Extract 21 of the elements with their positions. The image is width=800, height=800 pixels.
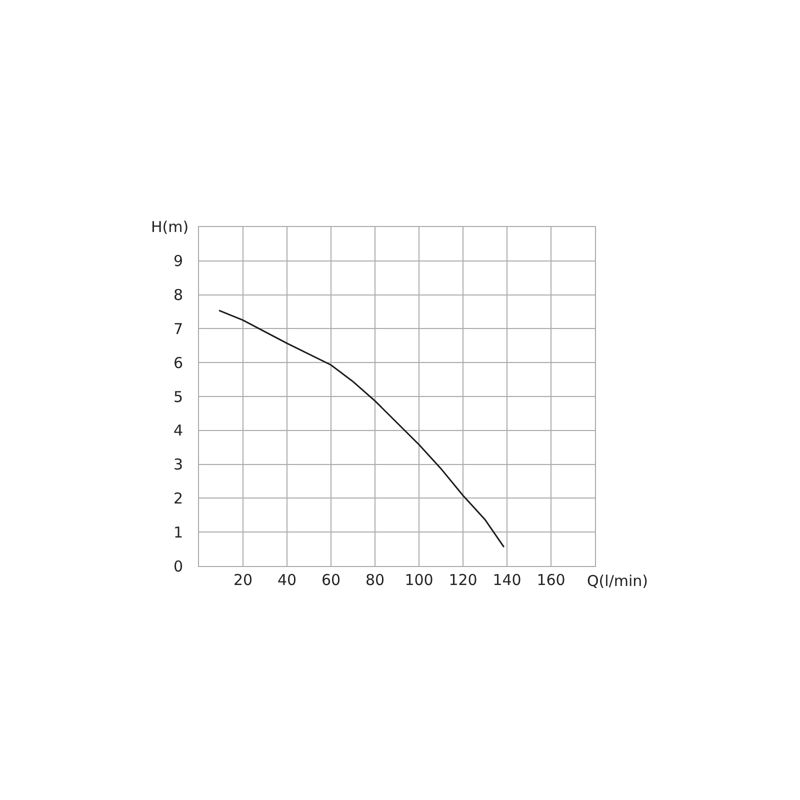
y-tick-label: 3 xyxy=(173,456,183,474)
x-tick-label: 160 xyxy=(536,571,566,589)
x-axis-title: Q(l/min) xyxy=(587,572,648,590)
y-tick-label: 9 xyxy=(173,252,183,270)
x-tick-label: 40 xyxy=(277,571,297,589)
y-tick-label: 4 xyxy=(173,422,183,440)
line-series xyxy=(218,310,505,548)
y-axis-title: H(m) xyxy=(151,218,189,236)
x-tick-label: 100 xyxy=(404,571,434,589)
x-tick-label: 120 xyxy=(448,571,478,589)
y-tick-label: 7 xyxy=(173,320,183,338)
y-tick-label: 0 xyxy=(173,557,183,576)
x-tick-label: 20 xyxy=(233,571,253,589)
y-tick-label: 8 xyxy=(173,286,183,304)
y-tick-label: 5 xyxy=(173,388,183,406)
x-tick-label: 60 xyxy=(321,571,341,589)
y-tick-label: 1 xyxy=(173,523,183,542)
y-tick-label: 2 xyxy=(173,489,183,508)
x-tick-label: 80 xyxy=(365,571,385,589)
y-tick-label: 6 xyxy=(173,354,183,372)
x-tick-label: 140 xyxy=(492,571,522,589)
